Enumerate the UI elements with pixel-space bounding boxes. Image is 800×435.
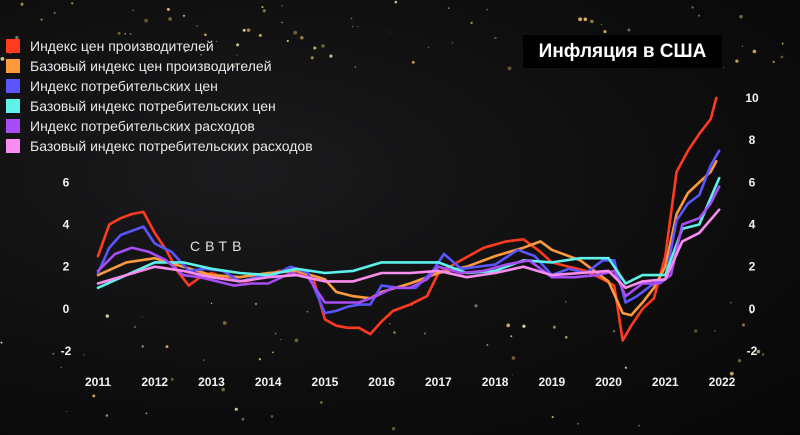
legend-swatch	[6, 119, 20, 133]
y-tick-label-right: 10	[745, 91, 759, 105]
x-tick-label: 2018	[482, 375, 509, 389]
y-tick-label-right: 8	[749, 133, 756, 147]
x-tick-label: 2013	[198, 375, 225, 389]
legend-swatch	[6, 99, 20, 113]
legend-swatch	[6, 59, 20, 73]
series-line-5	[96, 185, 721, 304]
legend-label: Базовый индекс цен производителей	[30, 58, 272, 74]
y-tick-label-right: 2	[749, 260, 756, 274]
y-tick-label-right: -2	[747, 344, 758, 358]
legend-item: Индекс потребительских цен	[6, 76, 313, 96]
legend-swatch	[6, 79, 20, 93]
x-tick-label: 2017	[425, 375, 452, 389]
x-tick-label: 2020	[595, 375, 622, 389]
legend-label: Базовый индекс потребительских расходов	[30, 138, 313, 154]
series-line-4	[96, 176, 721, 290]
y-tick-label-left: 6	[63, 175, 70, 189]
legend-item: Базовый индекс потребительских цен	[6, 96, 313, 116]
y-tick-label-right: 0	[749, 302, 756, 316]
x-tick-label: 2022	[709, 375, 736, 389]
x-tick-label: 2011	[85, 375, 111, 389]
legend-item: Индекс потребительских расходов	[6, 116, 313, 136]
x-tick-label: 2021	[652, 375, 679, 389]
legend-item: Базовый индекс потребительских расходов	[6, 136, 313, 156]
x-tick-label: 2015	[312, 375, 339, 389]
x-tick-label: 2016	[368, 375, 395, 389]
legend-label: Индекс потребительских расходов	[30, 118, 255, 134]
x-tick-label: 2012	[141, 375, 168, 389]
x-tick-label: 2014	[255, 375, 282, 389]
title-box: Инфляция в США	[523, 35, 722, 68]
legend: Индекс цен производителей Базовый индекс …	[6, 36, 313, 156]
legend-label: Индекс потребительских цен	[30, 78, 218, 94]
chart-title: Инфляция в США	[538, 40, 707, 62]
y-tick-label-left: 0	[63, 302, 70, 316]
legend-item: Индекс цен производителей	[6, 36, 313, 56]
y-tick-label-left: 4	[63, 218, 70, 232]
legend-label: Базовый индекс потребительских цен	[30, 98, 276, 114]
series-line-2	[96, 160, 718, 317]
y-tick-label-left: -2	[61, 344, 72, 358]
legend-label: Индекс цен производителей	[30, 38, 214, 54]
legend-swatch	[6, 39, 20, 53]
x-tick-label: 2019	[538, 375, 565, 389]
y-tick-label-right: 6	[749, 175, 756, 189]
legend-swatch	[6, 139, 20, 153]
series-line-6	[96, 208, 721, 290]
y-tick-label-right: 4	[749, 218, 756, 232]
watermark-logo: СВТВ	[190, 238, 247, 254]
series-line-1	[96, 96, 718, 342]
y-tick-label-left: 2	[63, 260, 70, 274]
legend-item: Базовый индекс цен производителей	[6, 56, 313, 76]
